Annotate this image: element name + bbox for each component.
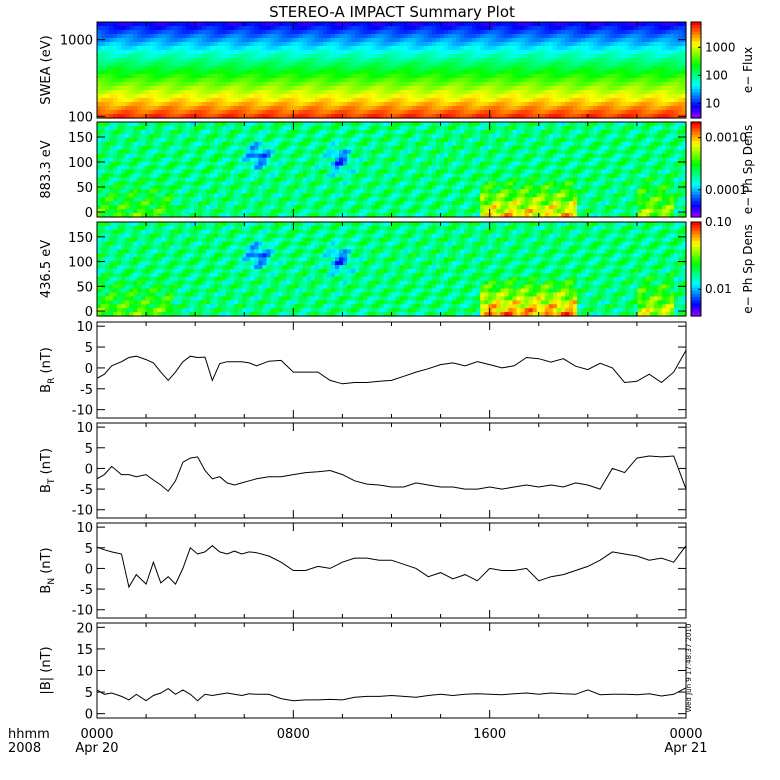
y-tick-label: 5 [85,686,93,701]
y-tick-label: 150 [68,131,93,146]
colorbar-tick-label: 100 [705,68,728,82]
time-tick-label: 0000 [80,727,113,742]
y-tick-label: 0 [85,206,93,221]
bn-frame [96,522,687,619]
y-tick-label: 1000 [60,34,93,49]
y-tick-label: -5 [80,483,93,498]
bt-frame [96,422,687,519]
y-tick-label: 5 [85,542,93,557]
y-tick-label: 100 [68,156,93,171]
time-tick-label: 0000 [669,727,702,742]
y-tick-label: 20 [76,621,93,636]
colorbar-tick-label: 0.0001 [705,183,747,197]
br-frame [96,321,687,419]
pad436-colorbar: 0.01 0.10 e− Ph Sp Dens [690,215,755,317]
bmag-ylabel: |B| (nT) [39,646,54,694]
swea-panel: 10 100 1000 e− Flux 100 1000 SWEA (eV) [39,21,755,125]
colorbar-tick-label: 10 [705,96,720,110]
bmag-frame [96,622,687,719]
bt-panel: -10 -5 0 5 10 BT (nT) [39,421,687,519]
pad436-ylabel: 436.5 eV [39,240,54,298]
y-tick-label: 15 [76,643,93,658]
colorbar-tick-label: 1000 [705,40,736,54]
y-tick-label: 0 [85,305,93,320]
colorbar-tick-label: 0.10 [705,215,732,229]
y-tick-label: -5 [80,383,93,398]
time-axis-row-label: hhmm [8,727,50,742]
y-tick-label: 5 [85,442,93,457]
y-tick-label: 10 [76,521,93,536]
y-tick-label: 0 [85,362,93,377]
bn-series-line [96,545,687,589]
pad883-spectrogram [97,122,687,218]
time-tick-label: 0800 [277,727,310,742]
swea-ylabel: SWEA (eV) [39,35,54,104]
bn-panel: -10 -5 0 5 10 BN (nT) [39,521,687,619]
colorbar-label: e− Flux [741,47,755,93]
br-panel: -10 -5 0 5 10 BR (nT) [39,320,687,419]
y-tick-label: -10 [72,504,93,519]
y-tick-label: 10 [76,320,93,335]
bt-series-line [96,455,687,492]
pad436-panel: 0.01 0.10 e− Ph Sp Dens 0 50 100 150 436.5 eV [39,215,755,320]
colorbar-label: e− Ph Sp Dens [741,224,755,313]
y-tick-label: -10 [72,404,93,419]
pad436-spectrogram [97,222,687,317]
time-tick-date: Apr 20 [75,741,118,756]
y-tick-label: 0 [85,708,93,723]
bn-ylabel: BN (nT) [39,547,57,593]
colorbar-label: e− Ph Sp Dens [741,125,755,214]
bmag-series-line [96,687,687,702]
time-tick-label: 1600 [473,727,506,742]
swea-colorbar: 10 100 1000 e− Flux [690,21,755,119]
y-tick-label: 0 [85,562,93,577]
br-ylabel: BR (nT) [39,347,57,393]
y-tick-label: 10 [76,421,93,436]
y-tick-label: 150 [68,231,93,246]
br-series-line [96,350,687,385]
colorbar-tick-label: 0.01 [705,282,732,296]
pad883-ylabel: 883.3 eV [39,140,54,198]
time-tick-date: Apr 21 [664,741,707,756]
y-tick-label: 5 [85,341,93,356]
y-tick-label: -10 [72,604,93,619]
bt-ylabel: BT (nT) [39,448,57,493]
swea-spectrogram [97,22,687,119]
time-axis-year: 2008 [8,741,41,756]
y-tick-label: 10 [76,665,93,680]
y-tick-label: 100 [68,256,93,271]
y-tick-label: 50 [76,181,93,196]
y-tick-label: 50 [76,280,93,295]
plot-title: STEREO-A IMPACT Summary Plot [269,3,515,21]
timestamp: Wed Jun 9 17:48:37 2010 [685,624,693,713]
y-tick-label: 0 [85,462,93,477]
colorbar-tick-label: 0.0010 [705,131,747,145]
y-tick-label: -5 [80,583,93,598]
y-tick-label: 100 [68,110,93,125]
bmag-panel: 0 5 10 15 20 |B| (nT) [39,621,687,723]
